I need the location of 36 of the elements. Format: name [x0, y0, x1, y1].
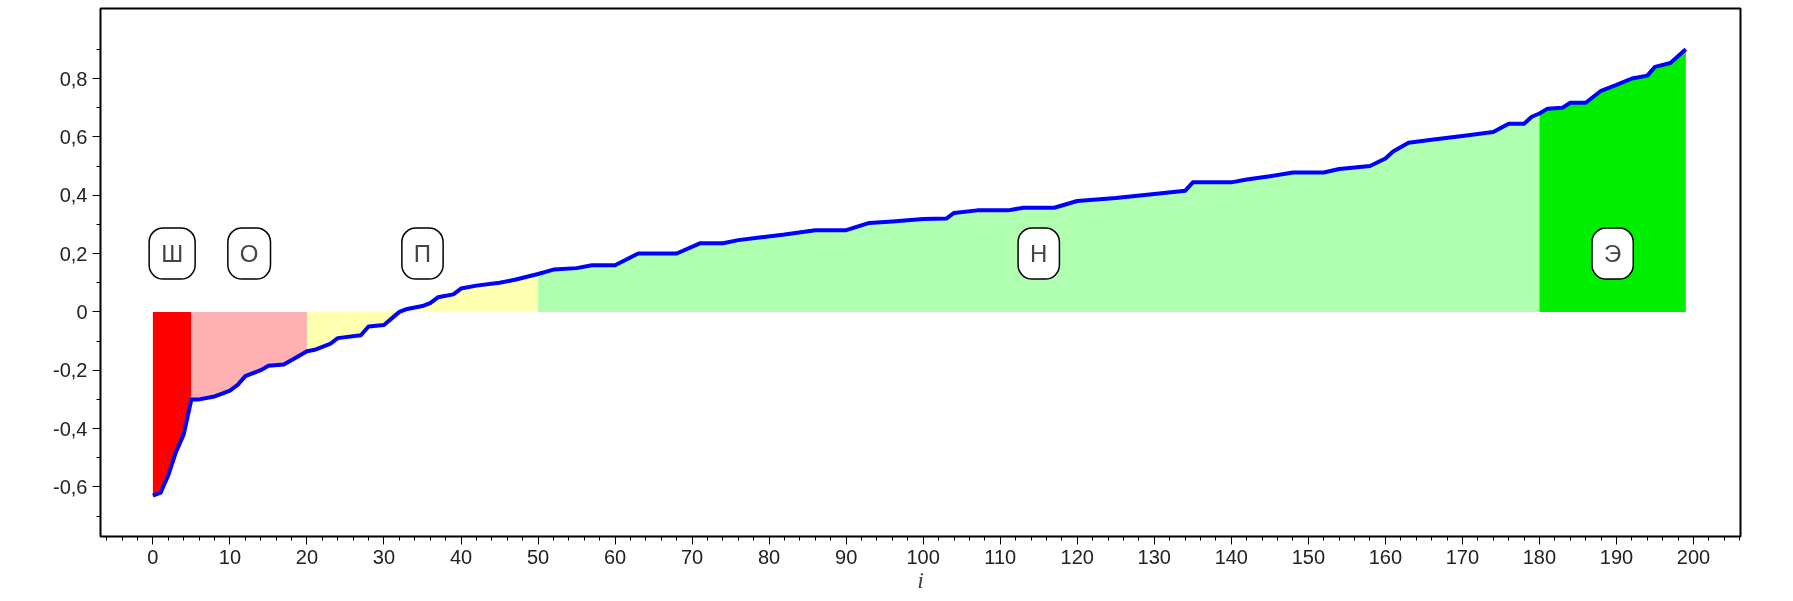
x-tick-label: 150 [1291, 545, 1326, 568]
x-tick-label: 110 [984, 545, 1017, 568]
y-tick-label: 0,4 [59, 184, 88, 207]
x-tick-label: 100 [906, 545, 940, 568]
x-tick-label: 10 [218, 545, 242, 568]
x-tick-label: 40 [449, 545, 473, 568]
x-tick-label: 20 [295, 545, 319, 568]
line-series [150, 47, 1688, 498]
y-tick-label: 0,2 [59, 242, 88, 265]
series-label: Н [1030, 240, 1048, 268]
x-tick-label: 0 [147, 545, 159, 568]
x-tick-label: 140 [1214, 545, 1249, 568]
y-tick-label: 0,8 [59, 67, 88, 90]
x-axis-title: i [917, 566, 924, 593]
series-label: Э [1604, 240, 1622, 268]
x-tick-label: 170 [1445, 545, 1480, 568]
y-tick-label: -0,2 [53, 359, 88, 382]
y-tick-label: 0,6 [59, 125, 88, 148]
x-tick-label: 30 [372, 545, 396, 568]
x-tick-label: 190 [1599, 545, 1634, 568]
x-tick-label: 130 [1137, 545, 1171, 568]
x-tick-label: 160 [1368, 545, 1403, 568]
x-tick-label: 200 [1676, 545, 1711, 568]
x-tick-label: 70 [680, 545, 704, 568]
x-tick-label: 80 [758, 545, 781, 568]
y-tick-label: 0 [76, 300, 88, 323]
x-tick-label: 50 [526, 545, 550, 568]
x-tick-label: 180 [1522, 545, 1557, 568]
series-label: П [413, 240, 432, 268]
x-tick-label: 120 [1060, 545, 1094, 568]
x-tick-label: 90 [835, 545, 858, 568]
series-label: Ш [161, 240, 184, 268]
y-tick-label: -0,6 [53, 475, 88, 498]
x-tick-label: 60 [603, 545, 627, 568]
y-tick-label: -0,4 [53, 417, 88, 440]
series-label: О [239, 240, 259, 268]
